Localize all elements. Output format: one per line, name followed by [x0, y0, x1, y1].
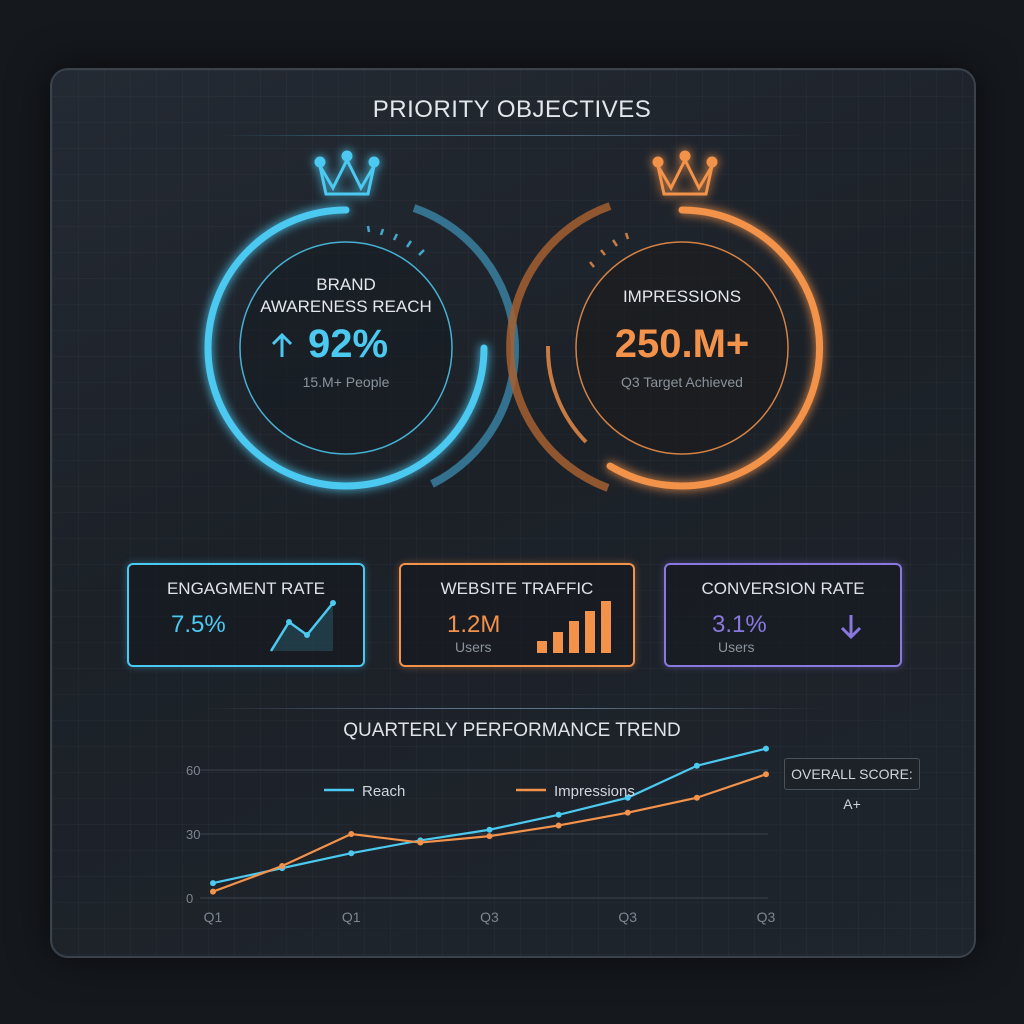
- kpi-value: 1.2M: [447, 611, 501, 638]
- series-line-reach: [212, 747, 767, 885]
- kpi-card-website-traffic[interactable]: WEBSITE TRAFFIC 1.2M Users: [399, 563, 635, 667]
- legend-label: Reach: [362, 783, 405, 800]
- data-point: [693, 762, 700, 769]
- series-line-impressions: [212, 773, 767, 893]
- data-point: [555, 811, 562, 818]
- x-tick-label: Q3: [757, 909, 776, 925]
- brand-awareness-sub: 15.M+ People: [302, 374, 390, 390]
- kpi-value: 7.5%: [171, 611, 226, 638]
- brand-awareness-value: 92%: [308, 322, 389, 366]
- section-divider: [200, 708, 824, 709]
- kpi-card-engagement[interactable]: ENGAGMENT RATE 7.5%: [127, 563, 365, 667]
- x-tick-label: Q1: [342, 909, 361, 925]
- data-point: [348, 831, 355, 837]
- dashboard-panel: [50, 68, 976, 958]
- data-point: [555, 822, 562, 829]
- x-tick-label: Q1: [204, 909, 223, 925]
- impressions-ring: [506, 202, 824, 492]
- legend-label: Impressions: [554, 783, 635, 800]
- y-tick-label: 60: [186, 763, 200, 778]
- data-point: [763, 771, 769, 778]
- data-point: [624, 809, 631, 816]
- impressions-sub: Q3 Target Achieved: [621, 374, 743, 390]
- impressions-value: 250.M+: [614, 322, 750, 366]
- data-point: [210, 888, 216, 895]
- arrow-up-icon: [268, 330, 296, 365]
- overall-score-badge: OVERALL SCORE: A+: [784, 758, 920, 812]
- title-divider: [220, 135, 804, 136]
- data-point: [763, 745, 769, 752]
- brand-awareness-ring: [204, 204, 519, 490]
- impressions-label: IMPRESSIONS: [622, 287, 742, 306]
- y-tick-label: 0: [186, 891, 193, 906]
- crown-icon: [652, 150, 718, 196]
- bar-chart-icon: [537, 601, 611, 653]
- x-tick-label: Q3: [618, 909, 637, 925]
- kpi-label: ENGAGMENT RATE: [166, 579, 326, 598]
- arrow-down-icon: [840, 615, 862, 640]
- data-point: [624, 794, 631, 801]
- brand-awareness-label-line2: AWARENESS REACH: [260, 297, 432, 316]
- data-point: [417, 839, 424, 846]
- line-chart-icon: [269, 600, 336, 652]
- brand-awareness-label-line1: BRAND: [316, 275, 376, 294]
- crown-icon: [314, 150, 380, 196]
- kpi-sub: Users: [455, 639, 492, 655]
- data-point: [348, 850, 355, 857]
- page-title: PRIORITY OBJECTIVES: [372, 96, 652, 123]
- brand-awareness-label: BRAND AWARENESS REACH: [246, 274, 446, 318]
- kpi-sub: Users: [718, 639, 755, 655]
- kpi-label: CONVERSION RATE: [701, 579, 865, 598]
- x-tick-label: Q3: [480, 909, 499, 925]
- data-point: [486, 826, 493, 833]
- data-point: [693, 794, 700, 801]
- kpi-card-conversion[interactable]: CONVERSION RATE 3.1% Users: [664, 563, 902, 667]
- data-point: [210, 880, 216, 887]
- data-point: [486, 833, 493, 840]
- data-point: [279, 863, 286, 869]
- kpi-value: 3.1%: [712, 611, 767, 638]
- chart-title: QUARTERLY PERFORMANCE TREND: [343, 720, 681, 741]
- y-tick-label: 30: [186, 827, 200, 842]
- kpi-label: WEBSITE TRAFFIC: [440, 579, 594, 598]
